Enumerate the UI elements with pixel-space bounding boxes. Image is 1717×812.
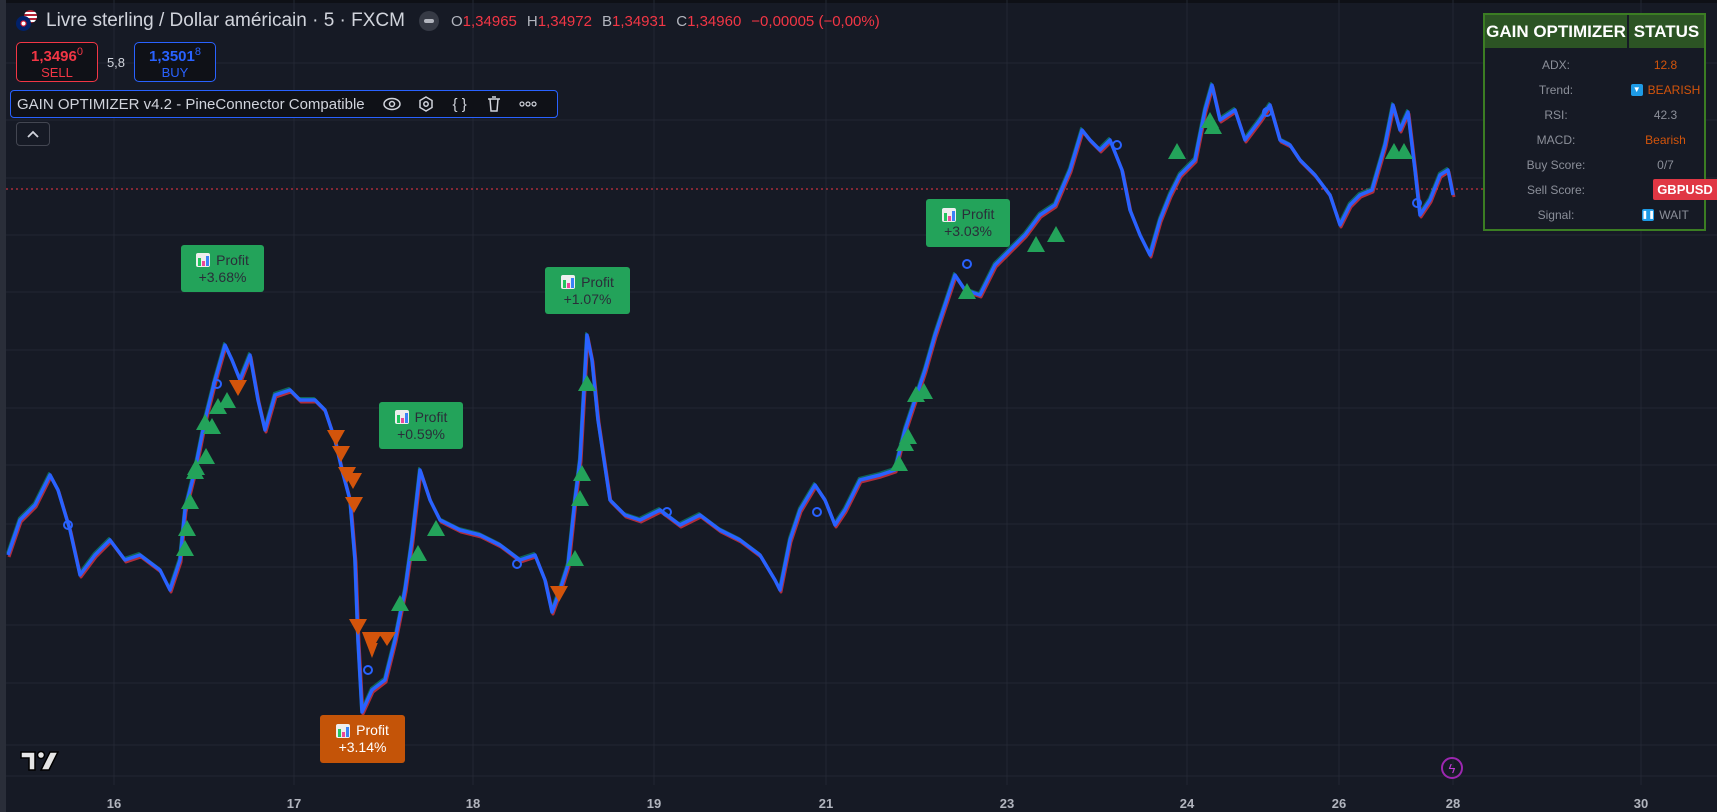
x-axis-label: 17 (286, 796, 302, 811)
profit-label: Profit +3.68% (181, 245, 264, 292)
x-axis-label: 30 (1633, 796, 1649, 811)
profit-title: Profit (414, 408, 448, 425)
profit-value: +0.59% (397, 425, 445, 442)
profit-value: +3.03% (944, 223, 992, 239)
left-toolbar-strip (0, 0, 6, 812)
x-axis-label: 24 (1179, 796, 1195, 811)
trade-buttons: 1,34960 SELL 5,8 1,35018 BUY (16, 42, 216, 82)
down-arrow-icon: ▼ (1630, 83, 1643, 96)
buy-button[interactable]: 1,35018 BUY (134, 42, 216, 82)
x-axis-label: 19 (646, 796, 662, 811)
indicator-legend[interactable]: GAIN OPTIMIZER v4.2 - PineConnector Comp… (10, 90, 558, 118)
sell-label: SELL (41, 65, 73, 80)
buy-label: BUY (161, 65, 189, 80)
sell-button[interactable]: 1,34960 SELL (16, 42, 98, 82)
status-row-trend: Trend: ▼ BEARISH (1485, 77, 1704, 102)
ohlc-close-key: C (676, 12, 688, 30)
status-row-adx: ADX: 12.8 (1485, 52, 1704, 77)
ohlc-close-value: 1,34960 (687, 12, 742, 30)
bar-chart-icon (941, 207, 956, 222)
profit-label: Profit +1.07% (545, 267, 630, 314)
status-value: 12.8 (1653, 57, 1678, 72)
x-axis-label: 21 (818, 796, 834, 811)
bar-chart-icon (196, 253, 211, 267)
status-value: 42.3 (1653, 107, 1678, 122)
profit-label: Profit +0.59% (379, 402, 463, 449)
bar-chart-icon (561, 275, 576, 289)
symbol-title[interactable]: Livre sterling / Dollar américain · 5 · … (46, 10, 405, 31)
ohlc-high-key: H (526, 12, 538, 30)
profit-title: Profit (356, 722, 389, 738)
ohlc-low-key: B (601, 12, 612, 30)
settings-icon[interactable] (415, 93, 437, 115)
ohlc-values: O1,34965 H1,34972 B1,34931 C1,34960 −0,0… (451, 13, 880, 30)
eye-icon[interactable] (381, 93, 403, 115)
profit-label: Profit +3.14% (320, 715, 405, 763)
x-axis-label: 26 (1331, 796, 1347, 811)
x-axis-label: 18 (465, 796, 481, 811)
profit-title: Profit (581, 273, 614, 290)
status-label: Buy Score: (1526, 157, 1586, 172)
status-row-macd: MACD: Bearish (1485, 127, 1704, 152)
x-axis-label: 23 (999, 796, 1015, 811)
profit-title: Profit (961, 206, 995, 222)
panel-header-status: STATUS (1633, 21, 1700, 41)
lightning-bolt-icon[interactable]: ϟ (1441, 757, 1463, 779)
bar-chart-icon (336, 723, 351, 738)
sell-price-pip: 0 (76, 46, 83, 58)
spread-value: 5,8 (106, 54, 126, 70)
top-strip (0, 0, 1717, 3)
status-value: BEARISH (1647, 82, 1701, 97)
exit-markers (63, 107, 1422, 675)
status-label: Signal: (1537, 207, 1575, 222)
profit-value: +3.14% (338, 739, 387, 755)
delete-icon[interactable] (483, 93, 505, 115)
tradingview-logo[interactable] (20, 750, 60, 777)
status-value: Bearish (1645, 132, 1686, 147)
status-label: MACD: (1536, 132, 1576, 147)
chevron-up-icon (27, 130, 39, 138)
ohlc-open-value: 1,34965 (462, 12, 517, 30)
status-row-buy-score: Buy Score: 0/7 (1485, 152, 1704, 177)
status-label: RSI: (1544, 107, 1568, 122)
sell-price: 1,3496 (30, 48, 77, 65)
status-value: 0/7 (1657, 157, 1674, 172)
x-axis-label: 16 (106, 796, 122, 811)
buy-price-pip: 8 (194, 46, 201, 58)
x-axis-label: 28 (1445, 796, 1461, 811)
source-code-icon[interactable]: { } (452, 95, 467, 113)
ohlc-high-value: 1,34972 (537, 12, 592, 30)
symbol-header: Livre sterling / Dollar américain · 5 · … (16, 10, 880, 32)
profit-title: Profit (216, 251, 249, 268)
status-row-rsi: RSI: 42.3 (1485, 102, 1704, 127)
status-label: Trend: (1538, 82, 1574, 97)
market-status-icon[interactable] (418, 11, 439, 31)
panel-header-title: GAIN OPTIMIZER (1485, 15, 1629, 48)
gridlines (0, 0, 1717, 785)
gbp-usd-flag-icon (16, 10, 38, 32)
buy-price: 1,3501 (148, 48, 195, 65)
sell-signal-markers (229, 380, 568, 658)
bar-chart-icon (394, 410, 409, 424)
indicator-name: GAIN OPTIMIZER v4.2 - PineConnector Comp… (17, 95, 365, 113)
buy-signal-markers (176, 112, 1413, 611)
status-label: ADX: (1541, 57, 1570, 72)
status-value: WAIT (1659, 207, 1689, 222)
status-row-signal: Signal: ❚❚ WAIT (1485, 202, 1704, 227)
collapse-legend-button[interactable] (16, 122, 50, 146)
price-change: −0,00005 (−0,00%) (751, 12, 880, 30)
ohlc-low-value: 1,34931 (611, 12, 667, 30)
ohlc-open-key: O (450, 12, 463, 30)
more-icon[interactable] (517, 93, 539, 115)
status-label: Sell Score: (1526, 182, 1586, 197)
pause-icon: ❚❚ (1641, 208, 1655, 221)
profit-label: Profit +3.03% (926, 199, 1010, 247)
profit-value: +1.07% (563, 290, 612, 307)
symbol-price-label[interactable]: GBPUSD (1653, 179, 1717, 200)
profit-value: +3.68% (198, 268, 247, 285)
